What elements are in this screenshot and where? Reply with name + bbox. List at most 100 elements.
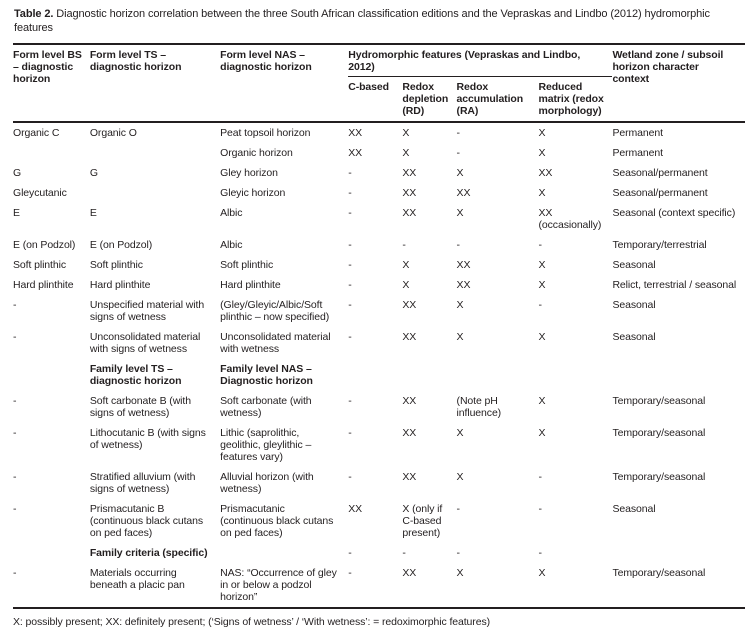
table-cell: - [538,471,543,483]
table-cell: X [456,471,464,483]
table-cell: XX [402,207,417,219]
table-row: Organic horizon XX X - X Permanent [13,143,745,163]
table-cell: Lithic (saprolithic, geolithic, gleylith… [220,427,312,463]
table-footnote: X: possibly present; XX: definitely pres… [13,616,490,628]
table-cell: X [456,207,464,219]
table-cell: G [13,167,22,179]
table-cell: - [456,239,461,251]
table-cell: - [456,127,461,139]
table-cell: - [456,503,461,515]
table-cell: - [538,547,543,559]
table-cell: XX [348,503,363,515]
table-cell: - [348,279,352,291]
table-cell: Temporary/terrestrial [612,239,707,251]
table-cell: E [89,207,97,219]
table-cell: - [348,547,352,559]
table-cell: X [456,427,464,439]
table-cell: - [348,567,352,579]
table-cell [90,143,220,163]
table-cell: Seasonal [612,331,656,343]
table-cell: - [348,299,352,311]
column-header-form-bs: Form level BS – diagnostic horizon [13,44,90,123]
table-row: - Lithocutanic B (with signs of wetness) L… [13,423,745,467]
table-cell: X [402,147,410,159]
table-cell: XX [348,127,363,139]
table-row: G G Gley horizon - XX X XX Seasonal/permanent [13,163,745,183]
column-header-hydromorphic-sub: C-based [348,76,403,123]
table-cell: Gleyic horizon [220,187,286,199]
table-row: Hard plinthite Hard plinthite Hard plinthi… [13,275,745,295]
table-caption-text: Diagnostic horizon correlation between t… [14,8,710,34]
table-row: Gleycutanic Gleyic horizon - XX XX X Seasonal/… [13,183,745,203]
table-row: - Unspecified material with signs of wetn… [13,295,745,327]
table-cell: Hard plinthite [220,279,281,291]
table-cell: - [13,471,17,483]
table-cell: Soft plinthic [13,259,66,271]
table-cell: X [538,147,546,159]
table-cell: XX [402,167,417,179]
table-cell: Gley horizon [220,167,278,179]
table-cell: Permanent [612,147,663,159]
table-row: Family criteria (specific) - - - - [13,543,745,563]
table-cell [220,543,348,563]
table-cell: - [538,239,543,251]
table-cell: Organic O [89,127,137,139]
table-row: E E Albic - XX X XX (occasionally) Seasonal (co… [13,203,745,235]
table-cell [612,359,745,391]
table-caption-number: Table 2. [14,8,54,20]
table-cell: Seasonal/permanent [612,167,708,179]
table-cell: - [13,427,17,439]
table-cell: Relict, terrestrial / seasonal [612,279,737,291]
column-header-form-nas: Form level NAS – diagnostic horizon [220,44,349,123]
table-cell: NAS: “Occurrence of gley in or below a p… [220,567,337,603]
table-cell: Seasonal (context specific) [612,207,736,219]
table-cell: - [402,239,406,251]
table-cell: - [348,239,352,251]
column-header-hydromorphic-sub: Redox accumulation (RA) [456,76,539,123]
table-cell: Seasonal [612,299,656,311]
table-cell: Prismacutanic B (continuous black cutans… [89,503,204,539]
table-cell: - [456,147,461,159]
table-row: - Prismacutanic B (continuous black cutan… [13,499,745,543]
table-cell: - [348,395,352,407]
table-cell: Temporary/seasonal [612,471,706,483]
table-cell: Temporary/seasonal [612,395,706,407]
table-cell: X [538,427,546,439]
table-cell: XX [402,567,417,579]
table-row: - Unconsolidated material with signs of w… [13,327,745,359]
table-cell: Alluvial horizon (with wetness) [220,471,314,495]
table-row: - Soft carbonate B (with signs of wetness… [13,391,745,423]
table-cell: - [13,503,17,515]
table-cell: Stratified alluvium (with signs of wetne… [89,471,196,495]
table-cell: - [348,187,352,199]
table-cell: Prismacutanic (continuous black cutans o… [220,503,334,539]
table-body: Organic C Organic O Peat topsoil horizon XX… [13,122,745,608]
table-cell [457,359,539,391]
table-row: E (on Podzol) E (on Podzol) Albic - - - - Tempo… [13,235,745,255]
column-header-hydromorphic-sub: Redox depletion (RD) [402,76,457,123]
column-header-wetland-zone: Wetland zone / subsoil horizon character… [612,44,745,123]
table-cell: (Note pH influence) [456,395,502,419]
table-cell: X [538,127,546,139]
table-row: - Stratified alluvium (with signs of wetn… [13,467,745,499]
table-cell: G [89,167,98,179]
table-cell: Seasonal [612,503,656,515]
table-cell: XX [456,259,471,271]
table-cell: E (on Podzol) [13,239,76,251]
table-cell: X [538,395,546,407]
table-cell: X [456,331,464,343]
table-cell: Soft plinthic [89,259,143,271]
table-cell: Temporary/seasonal [612,427,706,439]
table-cell [539,359,613,391]
table-cell: X [538,279,546,291]
table-cell: - [538,503,543,515]
table-row: Organic C Organic O Peat topsoil horizon XX… [13,122,745,143]
table-cell: Hard plinthite [13,279,74,291]
table-cell: Materials occurring beneath a placic pan [89,567,185,591]
table-cell: Unspecified material with signs of wetne… [89,299,205,323]
table-cell: Unconsolidated material with wetness [220,331,331,355]
table-row: Family level TS – diagnostic horizon Fami… [13,359,745,391]
table-cell: X [538,259,546,271]
table-cell: XX (occasionally) [538,207,602,231]
table-cell: X [456,567,464,579]
